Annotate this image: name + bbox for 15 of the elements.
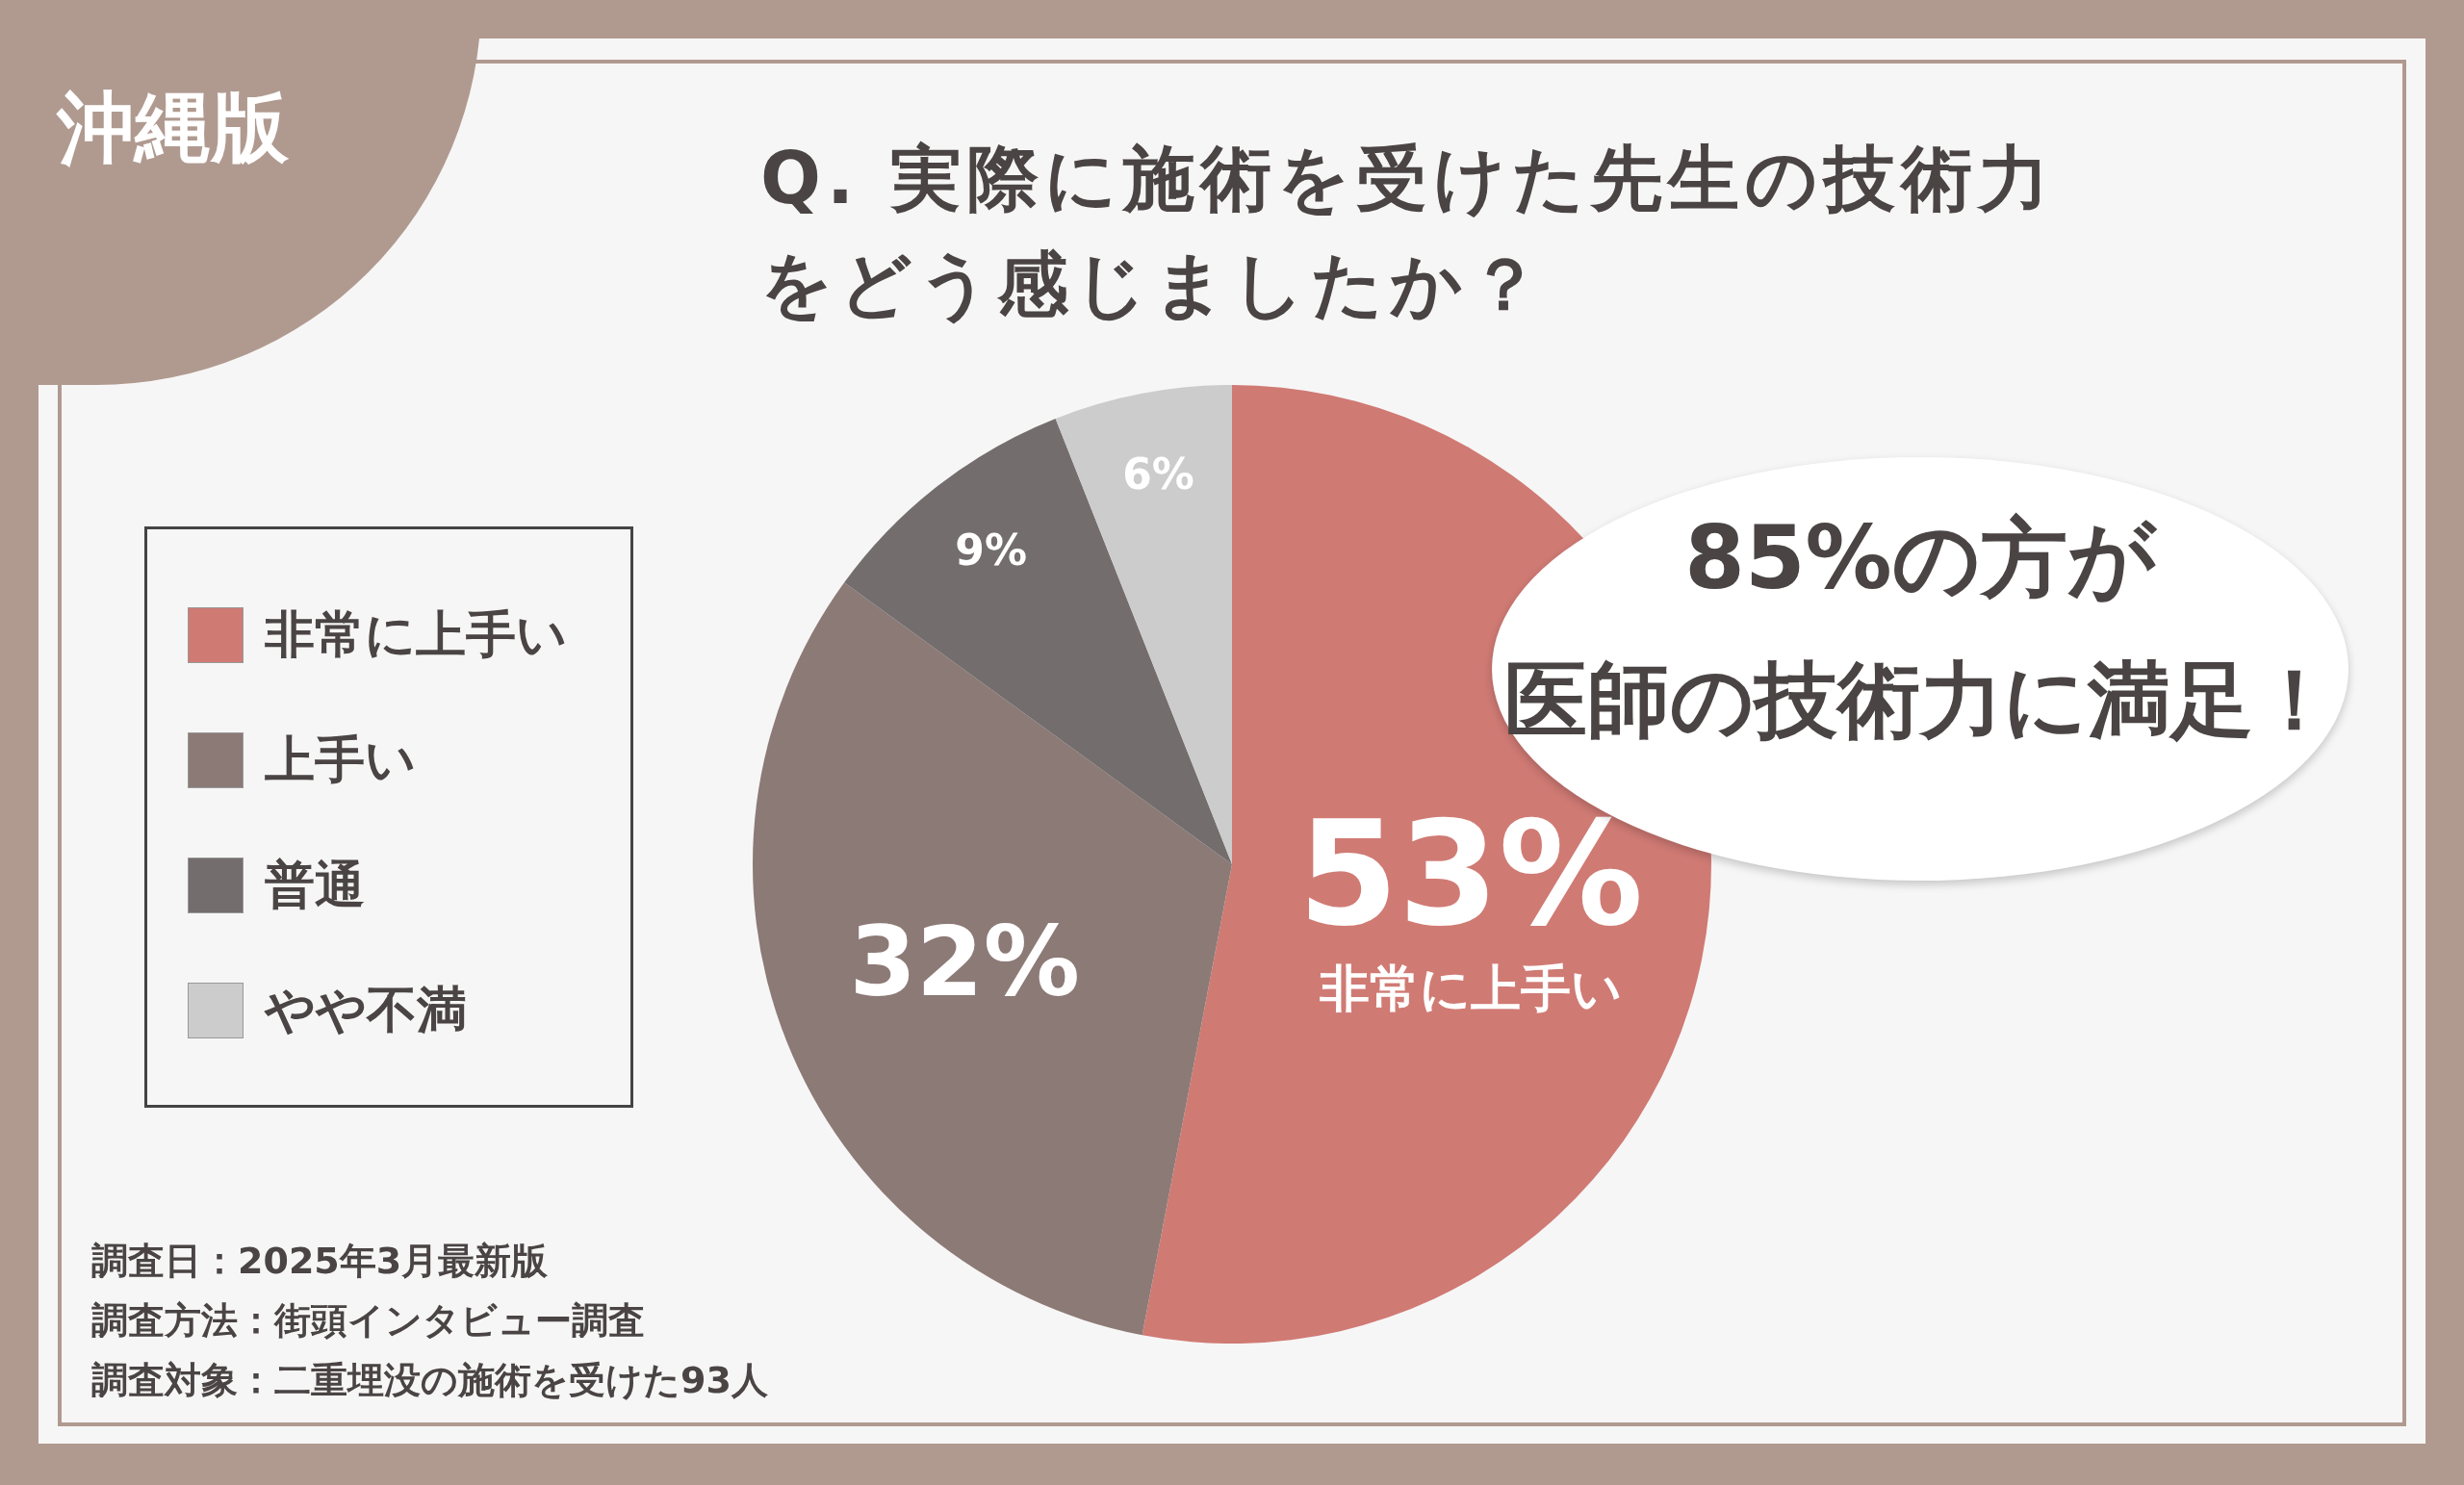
data-label: 9% bbox=[955, 525, 1028, 575]
text: 非常に上手い bbox=[1318, 959, 1622, 1017]
text: 医師の技術力に満足！ bbox=[1503, 651, 2337, 750]
text: 85%の方が bbox=[1683, 506, 2158, 610]
legend-label: 非常に上手い bbox=[265, 604, 567, 665]
legend-label: 普通 bbox=[265, 855, 365, 915]
text: 調査方法：街頭インタビュー調査 bbox=[91, 1298, 645, 1344]
legend-label: 上手い bbox=[265, 730, 416, 790]
text: 調査日：2025年3月最新版 bbox=[91, 1239, 549, 1284]
data-label: 32% bbox=[849, 905, 1080, 1018]
text: 調査対象：二重埋没の施術を受けた93人 bbox=[91, 1358, 768, 1403]
data-label: 53% bbox=[1297, 790, 1644, 959]
legend-label: やや不満 bbox=[265, 980, 467, 1040]
text: 沖縄版 bbox=[58, 82, 289, 174]
chart-title: Q. 実際に施術を受けた先生の技術力をどう感じましたか？ bbox=[760, 136, 2056, 327]
